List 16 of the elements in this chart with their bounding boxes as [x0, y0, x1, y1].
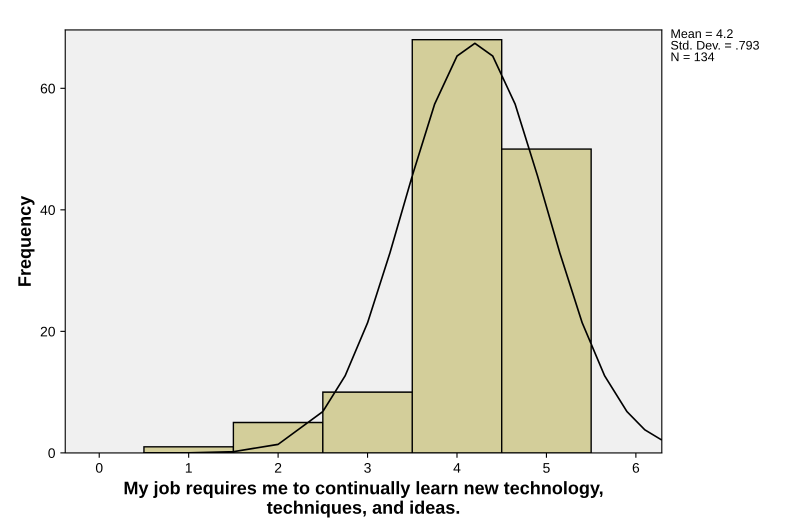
- x-tick-label: 1: [186, 463, 192, 473]
- x-tick-label: 0: [96, 462, 103, 473]
- x-tick-label: 3: [364, 462, 371, 473]
- y-tick-label: 40: [40, 205, 55, 216]
- x-tick-label: 2: [274, 462, 282, 473]
- y-tick-label: 0: [48, 448, 55, 458]
- text: Mean = 4.2: [671, 29, 733, 38]
- text: N = 134: [671, 52, 714, 62]
- x-axis-title: My job requires me to continually learn new technology, techniques, and ideas.: [124, 481, 602, 518]
- y-axis-title: Frequency: [18, 196, 35, 286]
- x-tick-label: 5: [543, 463, 550, 473]
- x-tick-label: 4: [453, 463, 460, 473]
- text: Std. Dev. = .793: [671, 40, 759, 50]
- y-tick-label: 60: [40, 84, 55, 94]
- x-tick-label: 6: [632, 462, 640, 473]
- y-tick-label: 20: [40, 326, 55, 337]
